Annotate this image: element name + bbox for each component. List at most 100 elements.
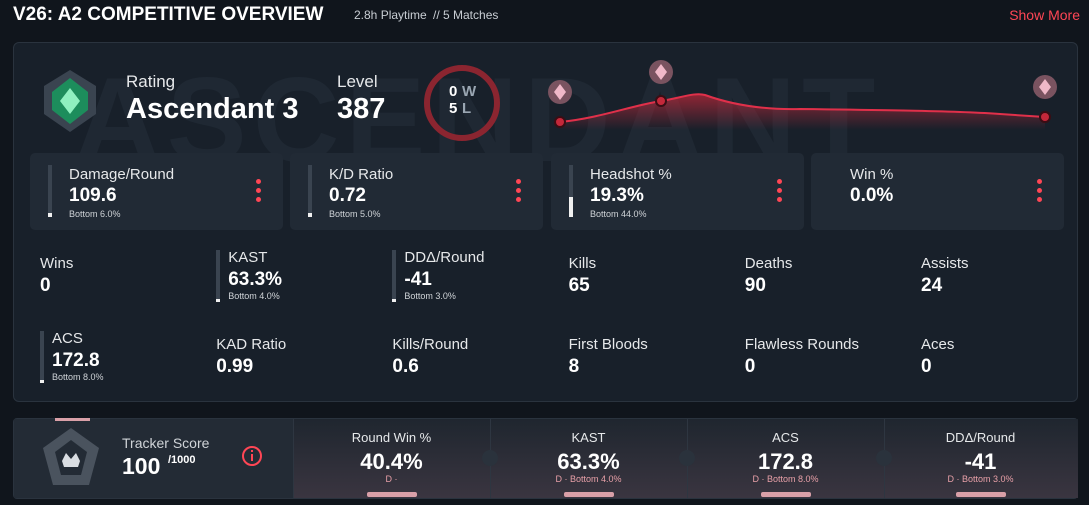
menu-dot	[256, 188, 261, 193]
level: 387	[337, 93, 386, 125]
summary-cell	[293, 419, 491, 498]
show-more[interactable]: Show More	[1009, 7, 1080, 23]
menu-dot[interactable]	[1037, 179, 1042, 184]
summary-note: D · Bottom 4.0%	[555, 474, 622, 484]
summary-cell	[884, 419, 1078, 498]
wins-label: W	[462, 83, 477, 100]
rating-points	[548, 60, 1057, 128]
card-label: Win %	[850, 166, 894, 183]
card-sub: Bottom 44.0%	[590, 209, 647, 219]
stat-label: Deaths	[744, 255, 793, 272]
plus-button[interactable]	[679, 450, 695, 466]
info-icon[interactable]	[240, 444, 264, 468]
menu-dot	[1037, 188, 1042, 193]
stat-card	[551, 153, 804, 230]
menu-dot	[516, 188, 521, 193]
summary-label: Round Win %	[351, 430, 432, 445]
percentile-bar	[216, 250, 221, 302]
menu-dot[interactable]	[256, 179, 261, 184]
summary-label: ACS	[772, 430, 799, 445]
summary-label: DDΔ/Round	[945, 430, 1016, 445]
stat-value: 90	[744, 275, 766, 296]
stat-sub: Bottom 3.0%	[404, 291, 456, 301]
summary-value: -41	[964, 449, 997, 474]
card-sub: Bottom 6.0%	[69, 209, 121, 219]
wl-ring	[424, 65, 500, 141]
rating-line	[559, 93, 1046, 123]
stat-label: Kills	[568, 255, 597, 272]
summary-value: 172.8	[757, 449, 814, 474]
summary-value: 40.4%	[360, 449, 423, 474]
menu-dot[interactable]	[516, 179, 521, 184]
stat-value: 0.99	[216, 356, 254, 377]
menu-dot	[516, 197, 521, 202]
stat-value: 0	[921, 356, 932, 377]
stat-value: 0.6	[392, 356, 419, 377]
stat-value: 63.3%	[228, 269, 283, 290]
stat-label: Aces	[921, 336, 955, 353]
summary-note: D ·	[385, 474, 398, 484]
stat-label: KAST	[228, 249, 268, 266]
stat-card	[290, 153, 543, 230]
level-label: Level	[337, 72, 378, 91]
percentile-bar	[392, 250, 397, 302]
plus-button[interactable]	[482, 450, 498, 466]
losses: 5	[449, 100, 458, 117]
card-label: Damage/Round	[69, 166, 175, 183]
summary-note: D · Bottom 3.0%	[947, 474, 1014, 484]
stat-label: Flawless Rounds	[744, 336, 860, 353]
card-sub: Bottom 5.0%	[329, 209, 381, 219]
percentile-bar	[48, 165, 52, 217]
stat-label: Wins	[40, 255, 74, 272]
summary-note: D · Bottom 8.0%	[752, 474, 819, 484]
matches: // 5 Matches	[433, 8, 499, 22]
menu-dot	[777, 188, 782, 193]
stat-value: 0	[744, 356, 756, 377]
stat-card	[811, 153, 1064, 230]
card-label: Headshot %	[590, 166, 672, 183]
summary-cell	[490, 419, 688, 498]
menu-dot	[256, 197, 261, 202]
card-value: 0.72	[329, 185, 366, 206]
menu-dot	[1037, 197, 1042, 202]
stat-label: KAD Ratio	[216, 336, 287, 353]
summary-cell	[687, 419, 885, 498]
tracker-label: Tracker Score	[122, 435, 210, 451]
tab	[55, 418, 90, 421]
card-value: 0.0%	[850, 185, 894, 206]
card-value: 109.6	[69, 185, 117, 206]
stat-value: -41	[404, 269, 432, 290]
plus-button[interactable]	[876, 450, 892, 466]
playtime: 2.8h Playtime	[354, 8, 427, 22]
stat-sub: Bottom 8.0%	[52, 372, 104, 382]
percentile-bar	[40, 331, 44, 383]
rating-area	[560, 94, 1045, 130]
percentile-bar	[308, 165, 312, 217]
menu-dot[interactable]	[777, 179, 782, 184]
tracker-max: /1000	[168, 454, 196, 466]
rating: Ascendant 3	[126, 93, 299, 125]
stat-sub: Bottom 4.0%	[228, 291, 280, 301]
rank-icon	[44, 70, 96, 132]
stat-label: Assists	[921, 255, 969, 272]
stat-label: Kills/Round	[392, 336, 469, 353]
stat-value: 0	[40, 275, 51, 296]
stat-label: First Bloods	[568, 336, 648, 353]
stat-value: 24	[921, 275, 943, 296]
percentile-bar	[569, 165, 573, 217]
tracker-icon	[43, 428, 99, 485]
wins: 0	[449, 83, 458, 100]
card-label: K/D Ratio	[329, 166, 394, 183]
tracker-score: 100	[122, 453, 161, 479]
stat-label: DDΔ/Round	[404, 249, 485, 266]
summary-label: KAST	[571, 430, 606, 445]
rating-label: Rating	[126, 72, 176, 91]
title: V26: A2 COMPETITIVE OVERVIEW	[13, 4, 324, 25]
stat-label: ACS	[52, 330, 83, 347]
summary-bar	[366, 492, 417, 497]
stat-value: 172.8	[52, 350, 100, 371]
menu-dot	[777, 197, 782, 202]
summary-bar	[563, 492, 614, 497]
